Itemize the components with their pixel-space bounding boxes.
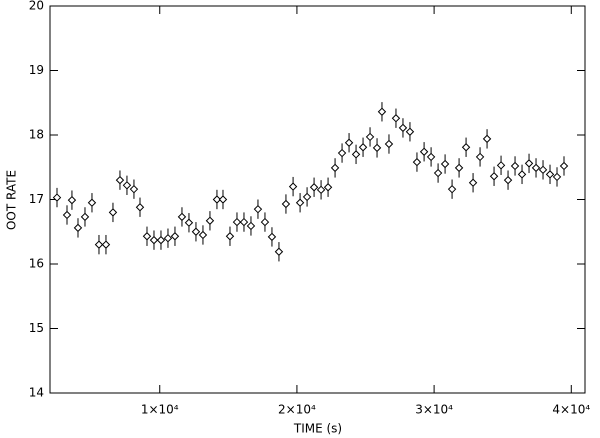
point <box>246 221 256 231</box>
point <box>115 175 125 185</box>
point <box>73 223 83 233</box>
x-tick-label: 3×10⁴ <box>415 403 453 417</box>
point <box>559 161 569 171</box>
point <box>260 217 270 227</box>
point <box>365 132 375 142</box>
point <box>232 217 242 227</box>
point <box>218 195 228 204</box>
point <box>62 210 72 220</box>
point <box>398 123 408 133</box>
point <box>330 163 340 173</box>
y-tick-label: 19 <box>29 63 44 77</box>
point <box>412 157 422 167</box>
point <box>239 217 249 227</box>
point <box>295 198 305 207</box>
point <box>323 183 333 192</box>
point <box>496 161 506 170</box>
point <box>184 218 194 227</box>
point <box>489 172 499 181</box>
point <box>87 198 97 207</box>
point <box>80 212 90 222</box>
point <box>177 212 187 222</box>
point <box>337 148 347 158</box>
point <box>440 159 450 169</box>
point <box>101 240 111 249</box>
point <box>344 138 354 147</box>
y-tick-label: 14 <box>29 386 44 400</box>
point <box>316 185 326 195</box>
point <box>384 139 394 149</box>
point <box>67 195 77 205</box>
x-tick-label: 4×10⁴ <box>552 403 590 417</box>
y-tick-label: 20 <box>29 0 44 13</box>
point <box>191 227 201 236</box>
point <box>405 127 415 136</box>
point <box>447 184 457 194</box>
point <box>302 192 312 202</box>
point <box>205 216 215 225</box>
point <box>377 107 387 116</box>
point <box>538 165 548 175</box>
point <box>212 195 222 204</box>
point <box>108 208 118 217</box>
point <box>454 163 464 173</box>
point <box>122 181 132 190</box>
point <box>517 170 527 179</box>
point <box>419 147 429 156</box>
point <box>274 247 284 256</box>
x-axis-label: TIME (s) <box>293 422 342 436</box>
point <box>163 233 173 243</box>
x-tick-label: 1×10⁴ <box>141 403 179 417</box>
point <box>94 240 104 249</box>
point <box>545 170 555 179</box>
point <box>468 178 478 187</box>
y-tick-label: 15 <box>29 321 44 335</box>
plot-frame <box>49 5 586 394</box>
point <box>461 143 471 152</box>
y-tick-label: 16 <box>29 257 44 271</box>
point <box>156 235 166 245</box>
point <box>372 143 382 153</box>
point <box>52 193 62 202</box>
point <box>351 150 361 159</box>
point <box>225 232 235 241</box>
y-tick-label: 18 <box>29 128 44 142</box>
point <box>475 152 485 162</box>
point <box>142 232 152 241</box>
point <box>288 182 298 191</box>
point <box>503 175 513 185</box>
x-tick-label: 2×10⁴ <box>278 403 316 417</box>
point <box>524 159 534 168</box>
point <box>531 163 541 173</box>
y-axis-label: OOT RATE <box>5 170 19 230</box>
y-tick-label: 17 <box>29 192 44 206</box>
point <box>309 183 319 192</box>
point <box>135 203 145 212</box>
point <box>433 168 443 178</box>
point <box>510 161 520 171</box>
point <box>253 204 263 214</box>
point <box>482 134 492 144</box>
point <box>391 114 401 123</box>
point <box>281 199 291 209</box>
point <box>129 184 139 194</box>
point <box>170 232 180 241</box>
point <box>426 152 436 162</box>
point <box>149 235 159 245</box>
point <box>552 172 562 182</box>
point <box>358 143 368 152</box>
point <box>267 232 277 242</box>
point <box>198 230 208 240</box>
